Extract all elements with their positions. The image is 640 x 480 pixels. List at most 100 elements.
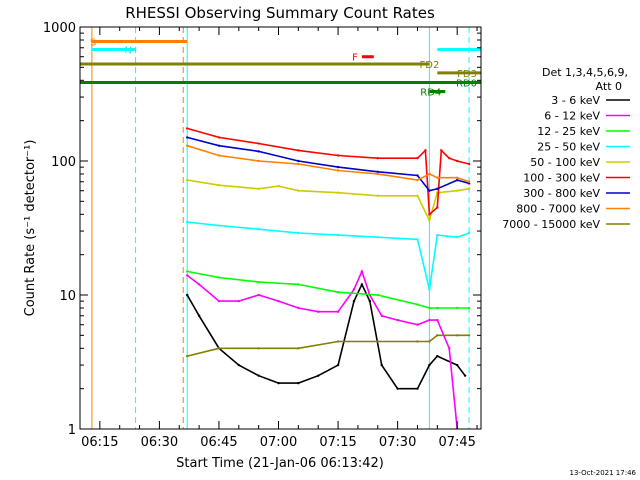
data-point-1-9 (352, 288, 356, 291)
data-point-5-7 (424, 149, 427, 152)
data-point-0-9 (352, 299, 356, 303)
data-point-1-6 (297, 306, 300, 310)
data-point-1-1 (197, 283, 201, 286)
data-point-3-10 (467, 231, 471, 235)
legend-label-3: 25 - 50 keV (537, 141, 600, 154)
data-point-8-10 (467, 334, 471, 337)
data-point-3-1 (217, 224, 221, 227)
data-point-4-11 (467, 187, 471, 191)
data-point-1-17 (448, 347, 451, 350)
data-point-6-1 (217, 144, 221, 147)
data-point-0-15 (428, 363, 431, 367)
x-tick-label-0: 06:15 (81, 435, 118, 450)
data-point-6-6 (416, 174, 419, 177)
legend-label-4: 50 - 100 keV (530, 156, 600, 169)
data-point-8-1 (217, 347, 221, 350)
data-point-1-14 (416, 323, 419, 326)
data-point-4-5 (336, 191, 340, 194)
data-point-4-1 (217, 183, 221, 187)
data-point-2-0 (185, 270, 189, 273)
data-point-0-14 (416, 387, 419, 390)
data-point-0-4 (257, 374, 260, 377)
data-point-2-5 (376, 293, 379, 297)
data-point-5-12 (455, 159, 459, 163)
data-point-0-8 (336, 363, 340, 367)
series-line-5 (186, 127, 470, 216)
legend-label-2: 12 - 25 keV (537, 125, 600, 138)
data-point-0-3 (237, 363, 241, 367)
data-point-0-7 (317, 374, 320, 377)
data-point-5-9 (436, 206, 439, 209)
data-point-2-6 (416, 303, 419, 306)
data-point-0-10 (360, 283, 364, 286)
x-tick-label-1: 06:30 (141, 435, 178, 450)
data-point-0-11 (368, 299, 372, 303)
data-point-7-7 (428, 172, 431, 176)
data-point-0-17 (455, 363, 459, 367)
data-point-7-2 (257, 159, 260, 163)
data-point-4-6 (376, 194, 379, 197)
legend-label-7: 800 - 7000 keV (516, 203, 600, 216)
data-point-8-3 (297, 347, 300, 350)
data-point-1-4 (257, 293, 260, 297)
data-point-5-1 (217, 136, 221, 139)
flag-label-rd4: RD4 (420, 88, 441, 99)
data-point-2-3 (297, 283, 300, 286)
data-point-6-5 (376, 170, 379, 174)
data-point-8-2 (257, 347, 260, 350)
data-point-5-10 (440, 149, 443, 152)
legend-label-1: 6 - 12 keV (544, 110, 600, 123)
data-point-4-2 (257, 187, 260, 191)
data-point-2-9 (455, 306, 459, 310)
data-point-8-7 (428, 340, 431, 343)
data-point-1-8 (336, 310, 340, 313)
data-point-4-0 (185, 178, 189, 182)
data-point-3-8 (436, 233, 439, 237)
data-point-0-5 (277, 381, 280, 385)
data-point-6-3 (297, 159, 300, 163)
data-point-1-7 (317, 310, 320, 313)
data-point-1-15 (428, 318, 431, 322)
data-point-4-7 (416, 194, 419, 197)
data-point-5-8 (428, 213, 431, 216)
data-point-5-4 (336, 154, 340, 157)
x-axis-ticks: 06:15 06:30 06:45 07:00 07:15 07:30 07:45 (79, 27, 478, 450)
x-tick-label-4: 07:15 (319, 435, 356, 450)
x-tick-label-5: 07:30 (379, 435, 416, 450)
data-point-0-6 (297, 381, 300, 385)
data-point-0-18 (463, 374, 467, 377)
legend-label-6: 300 - 800 keV (523, 187, 600, 200)
data-point-4-3 (277, 184, 280, 188)
y-tick-label-2: 100 (51, 155, 76, 170)
x-tick-label-2: 06:45 (200, 435, 237, 450)
data-point-6-7 (428, 189, 431, 192)
data-point-7-6 (416, 178, 419, 182)
data-point-4-8 (428, 219, 431, 222)
data-point-1-5 (277, 299, 280, 303)
data-point-2-4 (336, 290, 340, 294)
data-point-7-4 (336, 169, 340, 172)
legend: Det 1,3,4,5,6,9, Att 0 3 - 6 keV 6 - 12 k… (502, 66, 630, 231)
y-tick-label-1: 10 (59, 289, 76, 304)
data-point-5-11 (448, 156, 451, 160)
flag-label-s: S (90, 37, 96, 48)
data-point-7-8 (436, 176, 439, 179)
data-point-1-13 (396, 318, 399, 322)
data-point-3-7 (428, 288, 431, 291)
flag-label-fd2: FD2 (420, 60, 440, 71)
data-point-2-7 (428, 306, 431, 310)
data-point-4-4 (297, 189, 300, 192)
data-point-6-2 (257, 150, 260, 153)
data-point-5-13 (467, 162, 471, 166)
legend-label-5: 100 - 300 keV (523, 172, 600, 185)
data-point-3-9 (455, 235, 459, 239)
footer-timestamp: 13-Oct-2021 17:46 (570, 469, 637, 477)
data-point-0-12 (380, 363, 383, 367)
data-point-3-0 (185, 220, 189, 224)
plot-frame (79, 26, 482, 430)
data-point-0-1 (197, 314, 201, 317)
data-point-1-16 (436, 318, 439, 322)
data-point-3-4 (336, 233, 340, 237)
series-lines (185, 127, 471, 429)
